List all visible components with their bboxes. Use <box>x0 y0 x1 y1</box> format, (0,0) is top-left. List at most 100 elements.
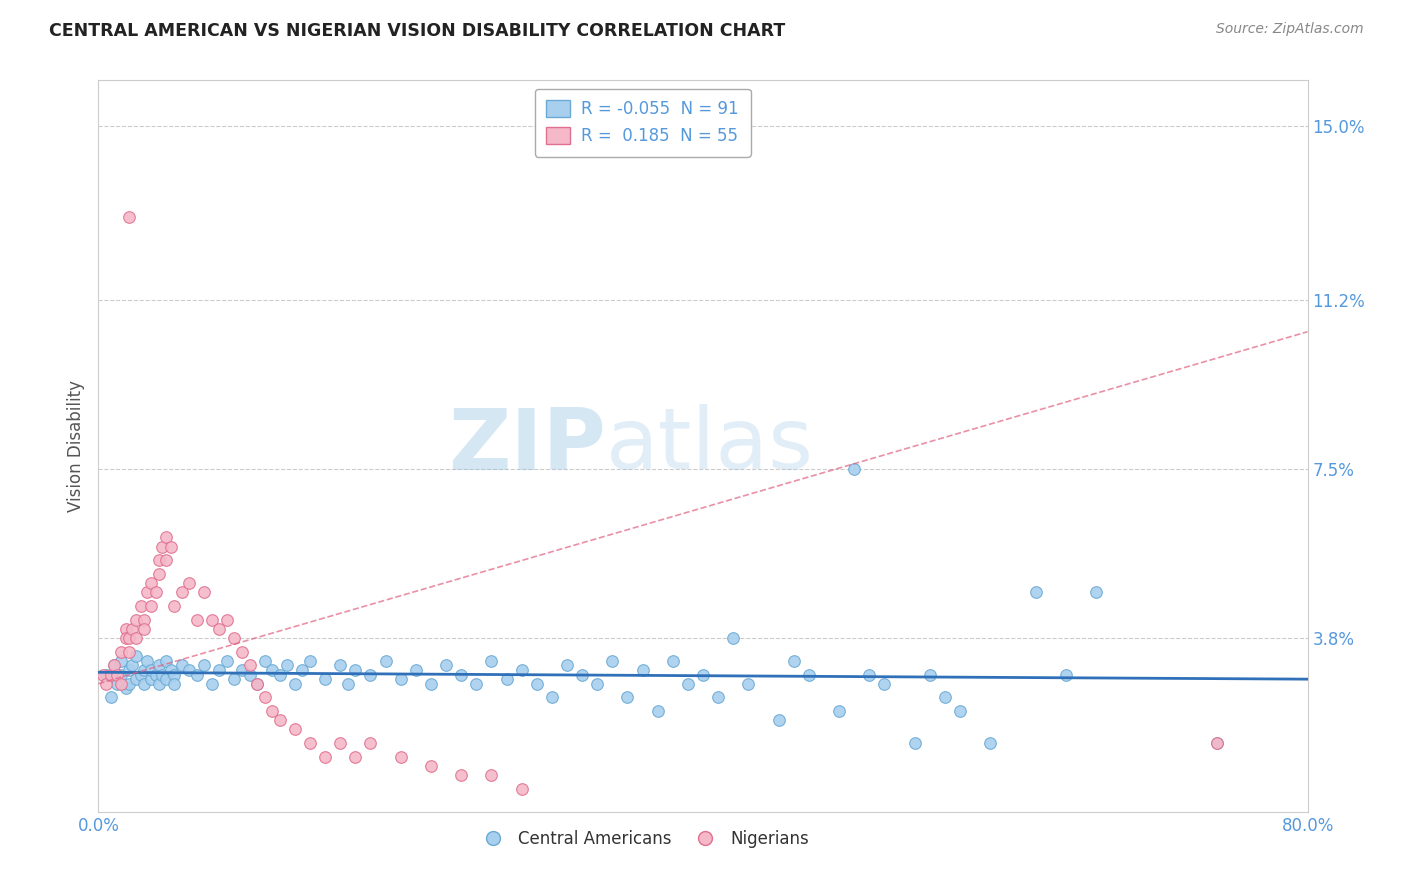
Point <box>873 676 896 690</box>
Point <box>121 622 143 636</box>
Point <box>737 676 759 690</box>
Point <box>571 667 593 681</box>
Point <box>125 649 148 664</box>
Point <box>155 530 177 544</box>
Point <box>844 462 866 476</box>
Point <box>208 622 231 636</box>
Point <box>94 667 117 681</box>
Point <box>314 749 336 764</box>
Point <box>141 599 163 613</box>
Point <box>118 631 141 645</box>
Point <box>1206 736 1229 750</box>
Point <box>723 631 745 645</box>
Point <box>329 658 352 673</box>
Point <box>129 667 152 681</box>
Point <box>360 667 382 681</box>
Point <box>215 654 238 668</box>
Point <box>269 667 291 681</box>
Point <box>239 658 262 673</box>
Point <box>540 690 562 705</box>
Point <box>163 676 186 690</box>
Point <box>374 654 396 668</box>
Point <box>783 654 806 668</box>
Point <box>114 622 136 636</box>
Point <box>141 663 163 677</box>
Point <box>246 676 269 690</box>
Point <box>193 585 215 599</box>
Point <box>510 663 533 677</box>
Point <box>692 667 714 681</box>
Point <box>125 631 148 645</box>
Point <box>284 676 307 690</box>
Point <box>224 672 246 686</box>
Point <box>135 585 157 599</box>
Point <box>155 553 177 567</box>
Point <box>647 704 669 718</box>
Point <box>602 654 624 668</box>
Point <box>481 768 503 782</box>
Point <box>450 768 472 782</box>
Point <box>904 736 927 750</box>
Point <box>707 690 730 705</box>
Text: CENTRAL AMERICAN VS NIGERIAN VISION DISABILITY CORRELATION CHART: CENTRAL AMERICAN VS NIGERIAN VISION DISA… <box>49 22 786 40</box>
Point <box>160 663 183 677</box>
Point <box>676 676 699 690</box>
Point <box>155 654 177 668</box>
Point <box>110 654 132 668</box>
Point <box>132 663 155 677</box>
Legend: Central Americans, Nigerians: Central Americans, Nigerians <box>470 823 815 855</box>
Point <box>186 613 208 627</box>
Point <box>797 667 820 681</box>
Point <box>253 654 276 668</box>
Point <box>148 676 170 690</box>
Point <box>186 667 208 681</box>
Point <box>389 749 412 764</box>
Point <box>100 690 122 705</box>
Point <box>828 704 851 718</box>
Point <box>858 667 880 681</box>
Point <box>291 663 314 677</box>
Point <box>110 645 132 659</box>
Point <box>420 759 443 773</box>
Point <box>465 676 488 690</box>
Point <box>224 631 246 645</box>
Point <box>262 704 284 718</box>
Point <box>510 781 533 796</box>
Point <box>276 658 298 673</box>
Point <box>145 585 167 599</box>
Point <box>314 672 336 686</box>
Text: atlas: atlas <box>606 404 814 488</box>
Point <box>118 663 141 677</box>
Point <box>661 654 683 668</box>
Point <box>125 613 148 627</box>
Point <box>239 667 262 681</box>
Point <box>979 736 1001 750</box>
Point <box>344 663 367 677</box>
Point <box>253 690 276 705</box>
Point <box>918 667 941 681</box>
Point <box>344 749 367 764</box>
Point <box>215 613 238 627</box>
Point <box>231 645 253 659</box>
Point <box>150 540 173 554</box>
Point <box>155 672 177 686</box>
Point <box>118 645 141 659</box>
Point <box>481 654 503 668</box>
Point <box>336 676 359 690</box>
Point <box>160 540 183 554</box>
Point <box>100 667 122 681</box>
Point <box>420 676 443 690</box>
Point <box>231 663 253 677</box>
Point <box>148 658 170 673</box>
Point <box>262 663 284 677</box>
Y-axis label: Vision Disability: Vision Disability <box>66 380 84 512</box>
Point <box>118 676 141 690</box>
Point <box>193 658 215 673</box>
Point <box>121 658 143 673</box>
Point <box>389 672 412 686</box>
Point <box>179 663 201 677</box>
Point <box>170 658 193 673</box>
Point <box>114 681 136 696</box>
Point <box>450 667 472 681</box>
Point <box>135 654 157 668</box>
